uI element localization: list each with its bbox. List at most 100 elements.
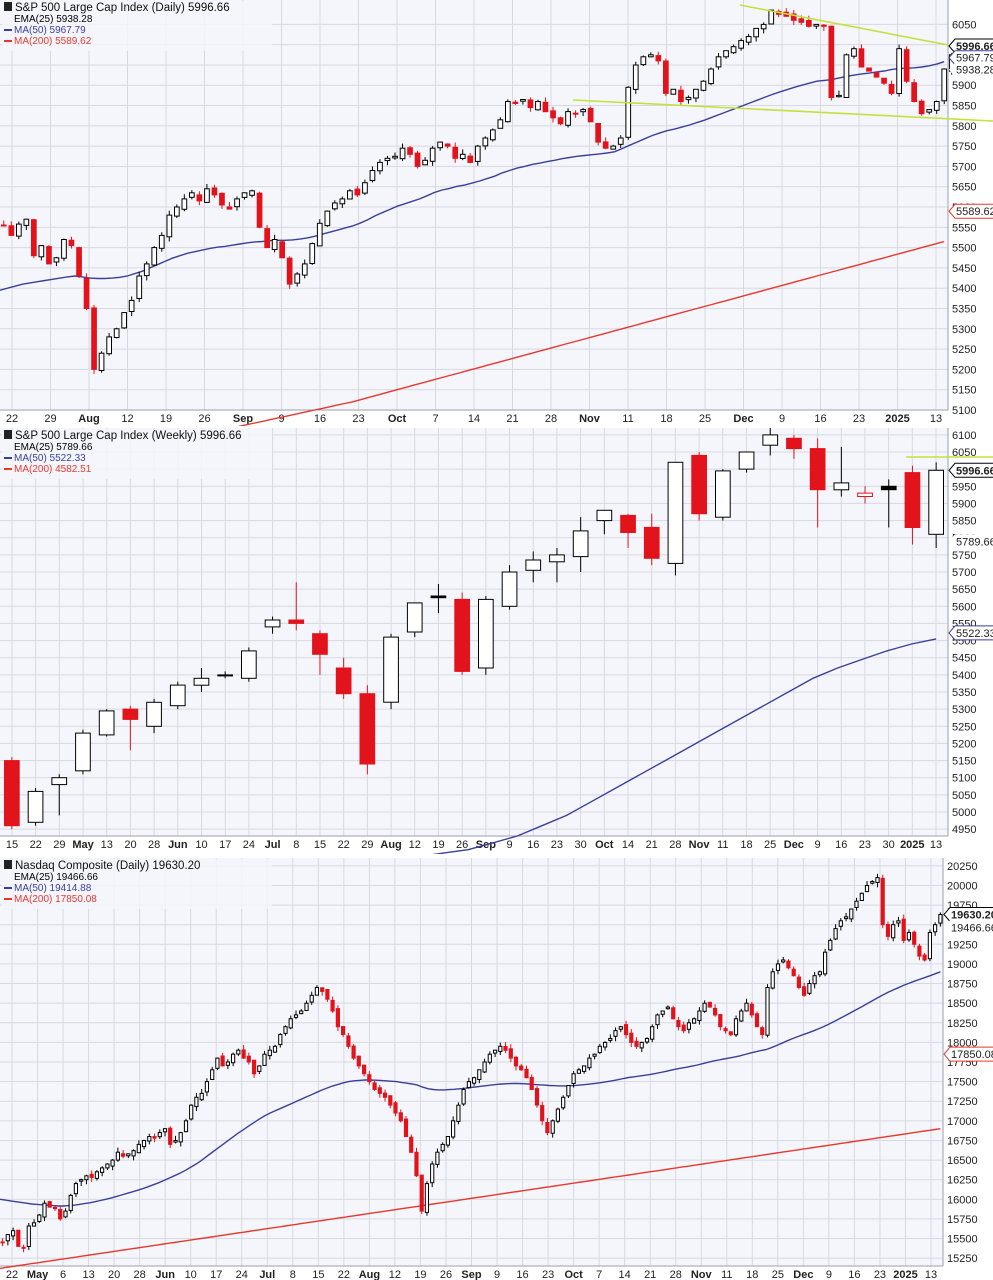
candle	[210, 1066, 215, 1081]
candle-body	[576, 1069, 581, 1074]
candle-body	[524, 1068, 529, 1079]
candle-body	[414, 1151, 419, 1177]
candle-body	[836, 94, 842, 98]
candle	[279, 240, 285, 259]
candle	[98, 709, 115, 737]
candle-body	[320, 987, 325, 992]
candle	[849, 908, 854, 923]
y-tick-label: 5450	[952, 653, 976, 665]
candle	[98, 351, 105, 373]
candle-body	[429, 147, 436, 162]
candle	[482, 1058, 487, 1074]
candle-body	[561, 1096, 566, 1109]
candle	[383, 633, 399, 710]
y-tick-label: 5400	[952, 283, 976, 295]
candle	[456, 1102, 461, 1125]
candle-body	[723, 50, 729, 58]
candle	[555, 1107, 560, 1124]
candle	[753, 27, 759, 42]
candle-body	[798, 18, 805, 23]
candle-body	[409, 1136, 414, 1153]
candle	[324, 210, 331, 227]
candle-body	[407, 147, 413, 155]
price-label-box	[949, 62, 993, 77]
candle	[196, 191, 203, 206]
x-tick-label: 28	[148, 839, 160, 851]
x-tick-label: 21	[646, 839, 658, 851]
candle	[369, 166, 376, 183]
candle	[749, 1002, 754, 1018]
candle	[47, 1200, 52, 1208]
candle-body	[351, 1045, 356, 1059]
candle	[582, 1065, 587, 1074]
candle	[618, 1025, 623, 1033]
x-tick-label: 2025	[893, 1269, 917, 1280]
candle-body	[456, 1104, 461, 1122]
candle	[23, 218, 30, 231]
candle-body	[765, 987, 770, 1036]
candle-body	[272, 1045, 278, 1053]
candle-body	[234, 198, 240, 208]
candle-body	[196, 194, 203, 202]
candle	[211, 184, 218, 198]
candle-body	[728, 1031, 733, 1036]
y-tick-label: 5900	[952, 80, 976, 92]
candle-body	[79, 1179, 84, 1182]
x-tick-label: 16	[835, 839, 847, 851]
candle	[320, 987, 325, 996]
x-tick-label: 11	[721, 1269, 732, 1280]
candle-body	[572, 112, 579, 115]
candle-body	[873, 72, 880, 78]
candle	[760, 1025, 765, 1039]
candle-body	[608, 1038, 613, 1041]
candle-body	[535, 101, 541, 111]
candle-body	[231, 1053, 236, 1064]
candle	[126, 1153, 131, 1159]
candle-body	[864, 885, 870, 893]
candle-body	[422, 159, 428, 166]
candle	[513, 1055, 519, 1071]
candle	[529, 1074, 534, 1091]
candle-body	[693, 88, 699, 99]
y-tick-label: 15250	[947, 1253, 978, 1265]
candle	[901, 914, 906, 944]
x-tick-label: 8	[290, 1269, 296, 1280]
candle	[629, 1029, 634, 1048]
candle	[110, 1159, 115, 1171]
candle-body	[786, 960, 791, 969]
x-tick-label: 2025	[900, 839, 924, 851]
candle-body	[392, 155, 398, 159]
candle-body	[225, 1061, 231, 1066]
candle-body	[833, 928, 838, 940]
candle-body	[267, 1049, 272, 1057]
candle-body	[75, 732, 91, 772]
candle	[519, 1063, 524, 1071]
y-tick-label: 18000	[947, 1037, 978, 1049]
candle-body	[42, 1202, 47, 1218]
candle-body	[580, 109, 586, 113]
trend-line	[572, 99, 993, 122]
x-tick-label: 23	[551, 839, 563, 851]
candle-body	[851, 48, 857, 57]
x-tick-label: 9	[814, 839, 820, 851]
candle	[745, 33, 752, 46]
candle-body	[146, 701, 162, 727]
candle-body	[888, 83, 895, 94]
candle-body	[525, 559, 542, 571]
legend-entry: MA(50) 5522.33	[14, 453, 86, 464]
candle	[754, 1011, 760, 1028]
candle	[812, 971, 817, 989]
price-label-box	[948, 50, 993, 66]
candle	[414, 150, 421, 169]
candle-body	[903, 49, 910, 82]
candle	[347, 188, 353, 200]
candle	[309, 242, 316, 265]
candle-body	[354, 188, 361, 196]
candle	[542, 97, 549, 113]
candle-body	[733, 1018, 739, 1036]
candle-body	[697, 1010, 702, 1021]
x-tick-label: 18	[740, 839, 752, 851]
candle	[299, 1009, 304, 1015]
candle-body	[204, 1081, 210, 1093]
candle-body	[854, 900, 859, 908]
